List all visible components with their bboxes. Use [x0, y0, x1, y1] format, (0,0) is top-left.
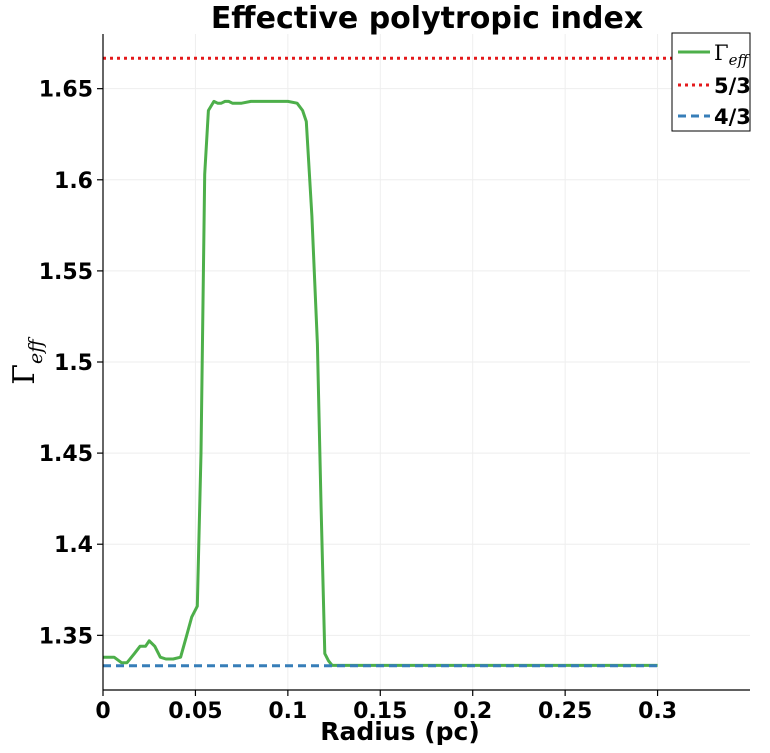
series-gamma-eff-line [103, 99, 658, 667]
y-tick-label: 1.4 [54, 533, 93, 558]
svg-text:Γeff: Γeff [7, 336, 47, 385]
legend-label-4-3: 4/3 [714, 105, 751, 129]
y-axis-label: Γeff [7, 336, 47, 385]
y-axis-label-sub: eff [25, 336, 47, 364]
y-tick-label: 1.35 [39, 624, 93, 649]
x-ticks: 0 0.05 0.1 0.15 0.2 0.25 0.3 [95, 690, 677, 724]
x-tick-label: 0.15 [353, 699, 407, 724]
x-tick-label: 0.1 [268, 699, 307, 724]
grid [102, 34, 750, 690]
y-axis-label-main: Γ [7, 364, 42, 385]
x-tick-label: 0 [95, 699, 110, 724]
x-tick-label: 0.25 [538, 699, 592, 724]
legend: Γeff 5/3 4/3 [671, 32, 751, 132]
y-tick-label: 1.55 [39, 260, 93, 285]
legend-label-5-3: 5/3 [714, 74, 751, 98]
y-tick-label: 1.5 [54, 351, 93, 376]
x-tick-label: 0.3 [638, 699, 677, 724]
x-tick-label: 0.05 [168, 699, 222, 724]
y-tick-label: 1.45 [39, 442, 93, 467]
series-layer [103, 56, 750, 668]
legend-label-gamma: Γeff [714, 41, 750, 69]
x-axis-label: Radius (pc) [320, 717, 480, 746]
x-tick-label: 0.2 [453, 699, 492, 724]
chart-title: Effective polytropic index [211, 1, 643, 36]
y-ticks: 1.35 1.4 1.45 1.5 1.55 1.6 1.65 [39, 78, 103, 649]
y-tick-label: 1.6 [54, 169, 93, 194]
y-tick-label: 1.65 [39, 78, 93, 103]
